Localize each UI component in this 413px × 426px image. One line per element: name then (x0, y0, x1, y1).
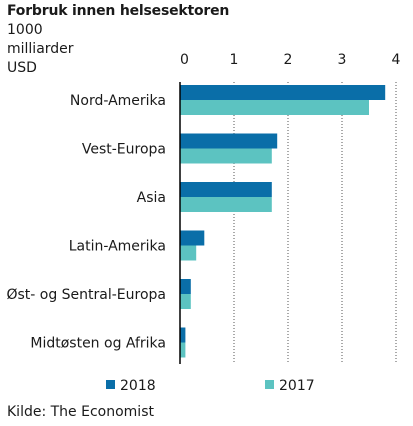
bar-2017 (180, 342, 186, 358)
category-label: Øst- og Sentral-Europa (6, 287, 166, 303)
category-label: Latin-Amerika (69, 239, 166, 255)
x-tick-label: 0 (180, 52, 189, 68)
bar-2017 (180, 294, 191, 309)
category-label: Nord-Amerika (70, 93, 166, 109)
x-tick-label: 1 (230, 52, 239, 68)
source-note: Kilde: The Economist (7, 404, 154, 420)
legend-label-2017: 2017 (279, 378, 315, 394)
legend-swatch-2018 (106, 380, 115, 389)
x-tick-label: 4 (392, 52, 401, 68)
chart-title: Forbruk innen helsesektoren (7, 3, 230, 19)
x-tick-label: 3 (338, 52, 347, 68)
bar-2018 (180, 85, 386, 100)
category-label: Vest-Europa (82, 142, 166, 158)
x-tick-label: 2 (284, 52, 293, 68)
category-label: Midtøsten og Afrika (30, 336, 166, 352)
legend-label-2018: 2018 (120, 378, 156, 394)
bar-2018 (180, 133, 278, 149)
unit-label-line-1: 1000 (7, 22, 43, 38)
bar-2017 (180, 148, 272, 164)
bar-2018 (180, 279, 191, 294)
bar-2017 (180, 197, 272, 212)
unit-label-line-3: USD (7, 60, 37, 76)
bar-2017 (180, 100, 369, 115)
legend-swatch-2017 (265, 380, 274, 389)
category-label: Asia (137, 190, 166, 206)
bar-2018 (180, 230, 205, 246)
bar-2018 (180, 182, 272, 197)
unit-label-line-2: milliarder (7, 41, 74, 57)
bar-2018 (180, 327, 186, 343)
bar-2017 (180, 245, 197, 261)
